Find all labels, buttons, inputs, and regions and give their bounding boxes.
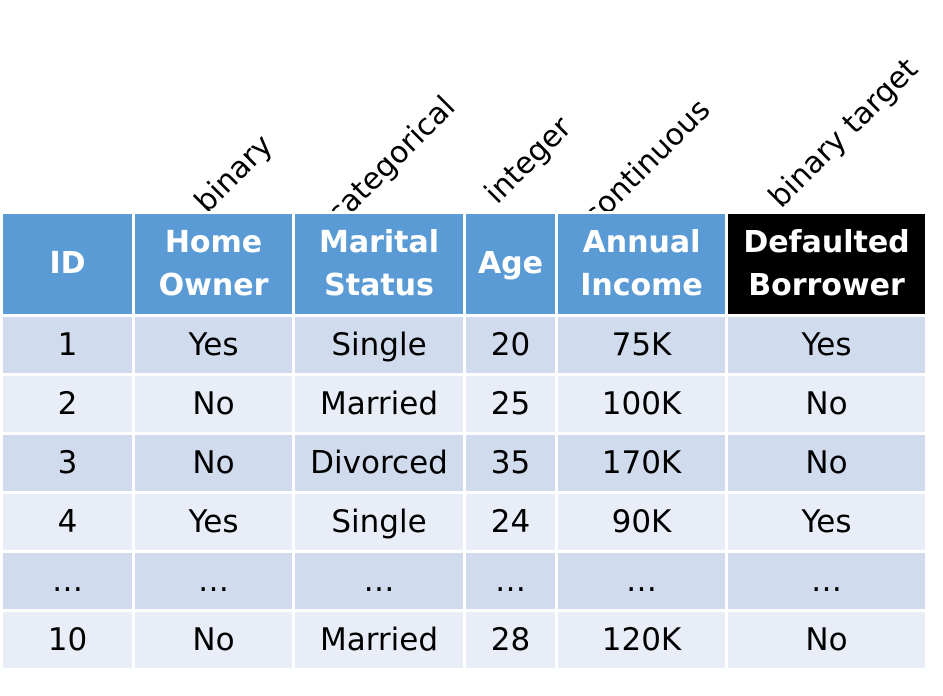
cell-defaulted-borrower: No [725, 432, 928, 494]
header-marital-status: Marital Status [292, 211, 466, 317]
table-row: 2 No Married 25 100K No [0, 373, 928, 435]
cell-home-owner: No [132, 373, 295, 435]
type-label-home-owner: binary [187, 127, 280, 220]
cell-defaulted-borrower: Yes [725, 314, 928, 376]
cell-home-owner: … [132, 550, 295, 612]
cell-annual-income: 75K [555, 314, 728, 376]
cell-defaulted-borrower: … [725, 550, 928, 612]
header-home-owner: Home Owner [132, 211, 295, 317]
header-age: Age [463, 211, 558, 317]
cell-id: … [0, 550, 135, 612]
cell-age: 20 [463, 314, 558, 376]
cell-marital-status: … [292, 550, 466, 612]
cell-marital-status: Divorced [292, 432, 466, 494]
cell-annual-income: 90K [555, 491, 728, 553]
cell-home-owner: Yes [132, 314, 295, 376]
header-defaulted-borrower: Defaulted Borrower [725, 211, 928, 317]
cell-annual-income: 100K [555, 373, 728, 435]
cell-marital-status: Married [292, 609, 466, 671]
cell-annual-income: 120K [555, 609, 728, 671]
cell-age: … [463, 550, 558, 612]
cell-defaulted-borrower: Yes [725, 491, 928, 553]
header-id: ID [0, 211, 135, 317]
table-row: 1 Yes Single 20 75K Yes [0, 314, 928, 376]
cell-marital-status: Single [292, 491, 466, 553]
type-label-marital-status: categorical [319, 89, 463, 232]
type-label-age: integer [477, 109, 579, 211]
cell-id: 10 [0, 609, 135, 671]
data-table: ID Home Owner Marital Status Age Annual Inc… [0, 211, 928, 671]
cell-age: 35 [463, 432, 558, 494]
cell-defaulted-borrower: No [725, 609, 928, 671]
cell-home-owner: Yes [132, 491, 295, 553]
cell-annual-income: 170K [555, 432, 728, 494]
cell-marital-status: Single [292, 314, 466, 376]
cell-id: 4 [0, 491, 135, 553]
cell-home-owner: No [132, 432, 295, 494]
header-row: ID Home Owner Marital Status Age Annual Inc… [0, 211, 928, 317]
cell-age: 25 [463, 373, 558, 435]
cell-id: 3 [0, 432, 135, 494]
cell-defaulted-borrower: No [725, 373, 928, 435]
table-row: 4 Yes Single 24 90K Yes [0, 491, 928, 553]
cell-home-owner: No [132, 609, 295, 671]
cell-marital-status: Married [292, 373, 466, 435]
cell-age: 28 [463, 609, 558, 671]
type-label-defaulted-borrower: binary target [761, 51, 925, 215]
cell-id: 1 [0, 314, 135, 376]
table-row: … … … … … … [0, 550, 928, 612]
cell-annual-income: … [555, 550, 728, 612]
table-row: 10 No Married 28 120K No [0, 609, 928, 671]
table-row: 3 No Divorced 35 170K No [0, 432, 928, 494]
header-annual-income: Annual Income [555, 211, 728, 317]
cell-age: 24 [463, 491, 558, 553]
cell-id: 2 [0, 373, 135, 435]
